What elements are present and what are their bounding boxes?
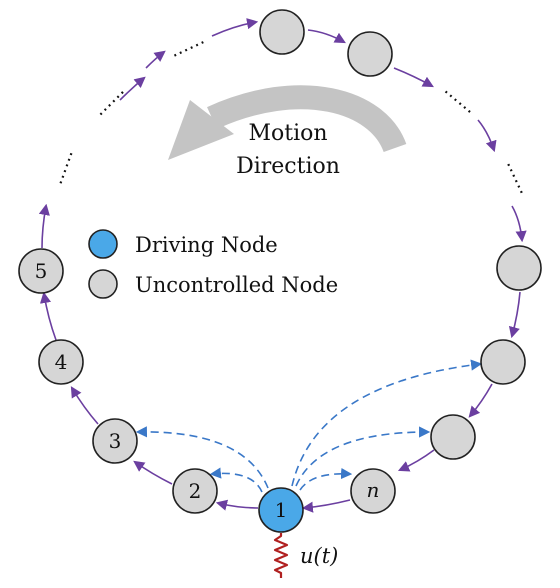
node-n-minus-1 [430, 414, 476, 460]
legend-driving-swatch [88, 229, 118, 259]
dash-1-to-3 [135, 426, 269, 489]
input-label: u(t) [300, 544, 338, 568]
node-3-label: 3 [109, 429, 122, 453]
ring-ellipsis-right: …… [502, 156, 536, 198]
node-4: 4 [38, 339, 84, 385]
edge-right-upper [477, 119, 497, 153]
node-right-lower [480, 339, 526, 385]
input-coil-icon [273, 533, 289, 578]
node-right [496, 245, 542, 291]
edge-right-to-lower [508, 291, 521, 339]
motion-label-line1: Motion [248, 121, 327, 146]
motion-direction-arrow [168, 85, 407, 160]
legend-uncontrolled-swatch [88, 269, 118, 299]
ring-ellipsis-right-upper: …… [440, 79, 481, 118]
dash-1-to-n [299, 467, 353, 491]
edge-top-left-arrow [211, 18, 259, 37]
node-top-2 [347, 31, 393, 77]
edge-next-to-n [397, 449, 435, 472]
ring-ellipsis-top-left: …… [166, 28, 208, 62]
dash-1-to-next [295, 426, 431, 487]
ring-edges [38, 18, 527, 513]
motion-label-line2: Direction [236, 154, 340, 179]
legend-driving-label: Driving Node [135, 233, 278, 257]
edge-right-mid [511, 205, 527, 243]
edge-3-to-4 [70, 386, 99, 425]
node-4-label: 4 [55, 350, 68, 374]
node-1-label: 1 [275, 498, 288, 522]
edge-left-upper-1 [119, 76, 146, 101]
node-5: 5 [18, 248, 64, 294]
dashed-edges [135, 359, 483, 493]
edge-left-upper-2 [145, 50, 166, 69]
node-5-label: 5 [35, 259, 48, 283]
node-top [259, 9, 305, 55]
ring-ellipsis-left: …… [46, 146, 78, 187]
legend-uncontrolled-label: Uncontrolled Node [135, 273, 338, 297]
edge-5-up [38, 203, 50, 249]
ring-ellipsis-left-upper: …… [88, 80, 128, 120]
node-3: 3 [92, 418, 138, 464]
dash-1-to-2 [209, 467, 263, 493]
edge-top2-down [393, 67, 434, 88]
node-1: 1 [258, 487, 304, 533]
node-2: 2 [172, 468, 218, 514]
legend: Driving Node Uncontrolled Node [88, 229, 338, 299]
edge-1-to-2 [215, 499, 259, 511]
node-2-label: 2 [189, 479, 202, 503]
edge-n-to-1 [301, 499, 351, 513]
edge-lower-to-next [468, 383, 493, 418]
dash-1-to-lower [291, 359, 483, 487]
edge-top-to-top2 [307, 29, 346, 44]
edge-4-to-5 [39, 291, 57, 341]
node-n-label: n [367, 478, 380, 502]
edge-2-to-3 [133, 460, 173, 485]
node-n: n [350, 468, 396, 514]
